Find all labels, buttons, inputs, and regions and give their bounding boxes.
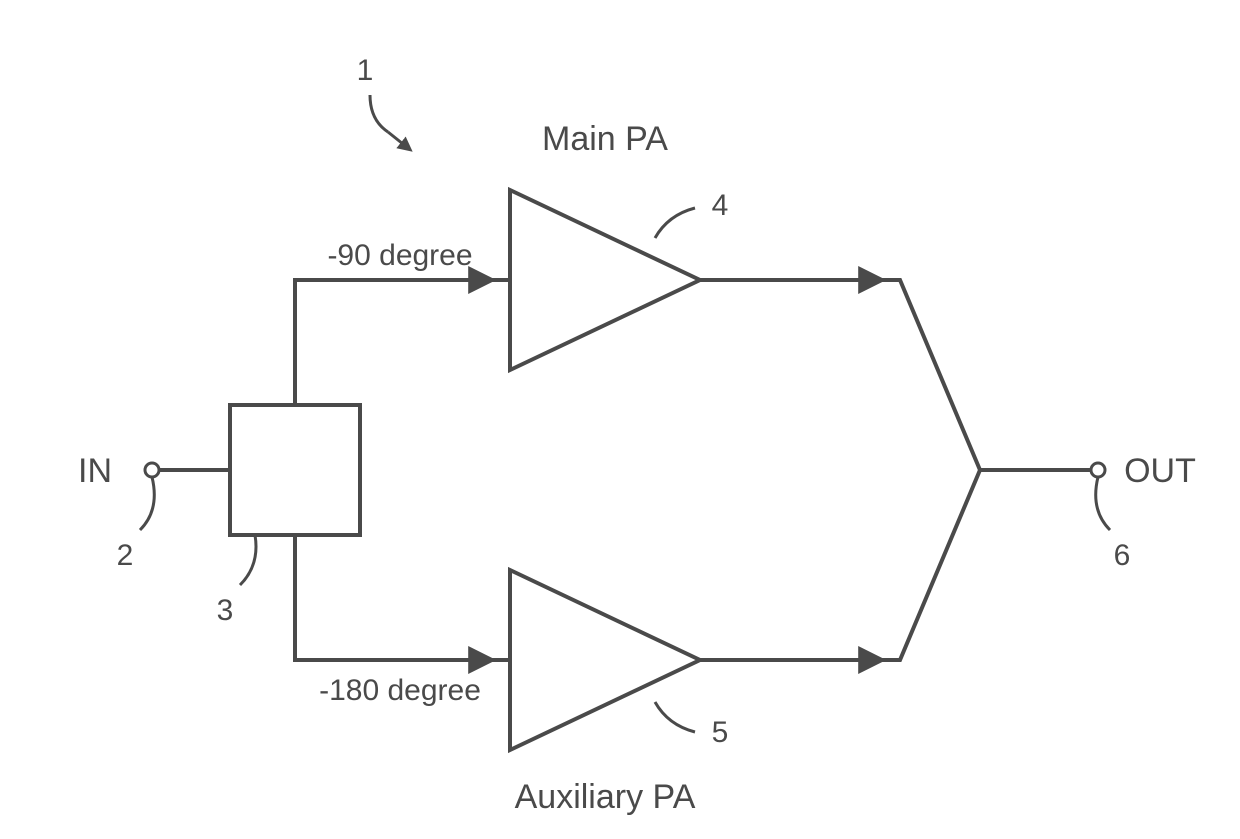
aux-pa-title: Auxiliary PA — [515, 778, 696, 816]
main-amp — [510, 190, 700, 370]
wire-splitter-main — [295, 280, 455, 405]
doherty-amplifier-diagram: IN OUT Main PA Auxiliary PA -90 degree -… — [0, 0, 1240, 839]
ref-1-leader-arrow — [388, 132, 408, 148]
main-pa-title: Main PA — [542, 120, 668, 158]
ref-1: 1 — [357, 54, 374, 87]
bottom-phase-label: -180 degree — [319, 674, 481, 707]
wire-splitter-aux — [295, 535, 455, 660]
ref-3-leader — [240, 535, 256, 585]
splitter-box — [230, 405, 360, 535]
ref-2-leader — [140, 477, 154, 530]
wire-main-out-b — [875, 280, 980, 470]
ref-4: 4 — [712, 189, 729, 222]
ref-5: 5 — [712, 716, 729, 749]
ref-6-leader — [1096, 477, 1110, 530]
wire-aux-out-b — [875, 470, 980, 660]
out-label: OUT — [1124, 452, 1196, 490]
aux-amp — [510, 570, 700, 750]
top-phase-label: -90 degree — [327, 239, 472, 272]
ref-6: 6 — [1114, 539, 1131, 572]
ref-2: 2 — [117, 539, 134, 572]
out-terminal — [1091, 463, 1105, 477]
ref-4-leader — [655, 208, 695, 238]
in-label: IN — [78, 452, 112, 490]
in-terminal — [145, 463, 159, 477]
ref-5-leader — [655, 702, 695, 732]
ref-1-leader — [370, 95, 388, 132]
ref-3: 3 — [217, 594, 234, 627]
